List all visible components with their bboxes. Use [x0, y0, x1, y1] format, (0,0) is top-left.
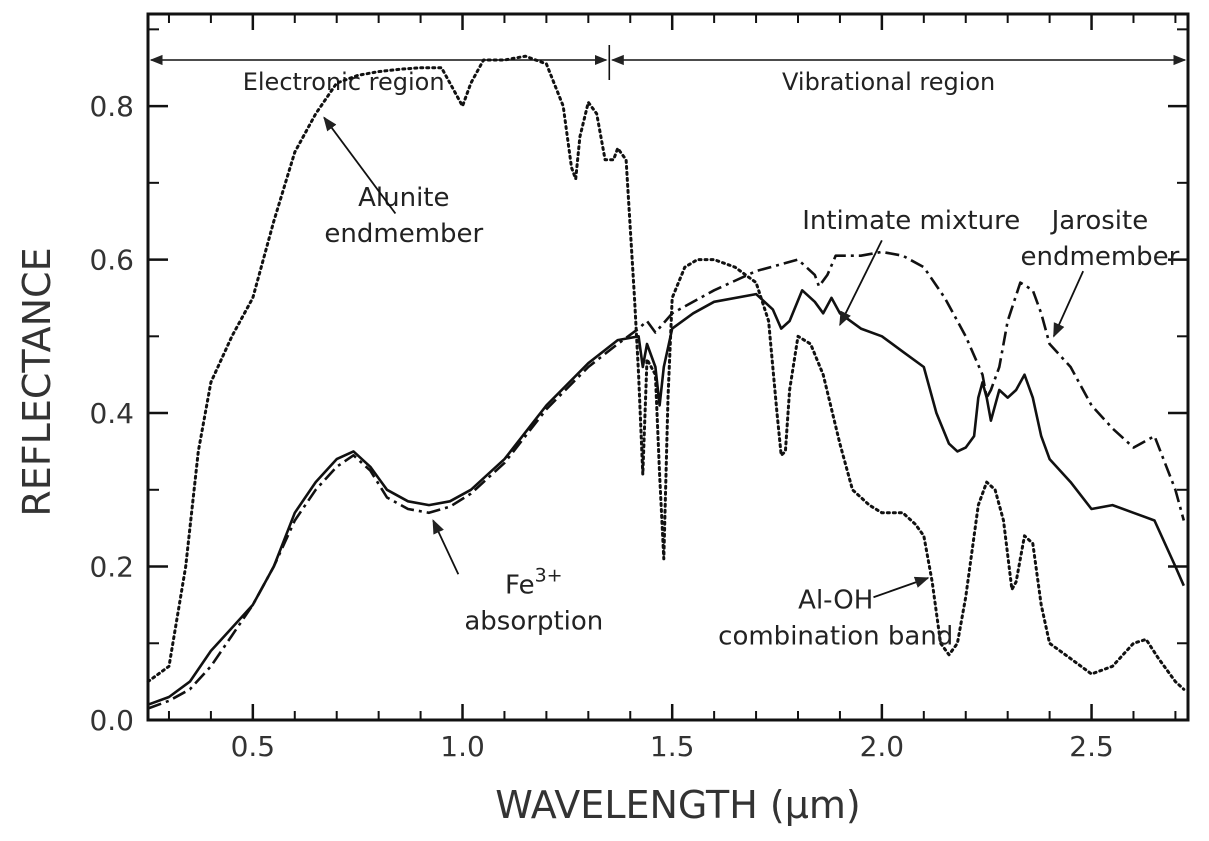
x-tick-label: 1.0	[440, 730, 485, 763]
annotation-text: Al-OH	[798, 586, 873, 616]
series-line-mixture	[147, 289, 1185, 706]
annotation-text: endmember	[1021, 242, 1180, 272]
annotation-arrow	[323, 116, 397, 215]
region-label: Vibrational region	[782, 68, 995, 96]
y-tick-label: 0.2	[89, 551, 134, 584]
annotation-arrow	[1052, 270, 1084, 338]
annotation-arrow	[873, 576, 930, 599]
x-tick-label: 0.5	[231, 730, 276, 763]
x-axis-title: WAVELENGTH (μm)	[495, 783, 860, 827]
y-axis-title: REFLECTANCE	[15, 247, 59, 516]
series-line-alunite	[146, 54, 1186, 691]
annotation-alunite: Alunite endmember	[323, 116, 484, 249]
annotation-text: Jarosite	[1050, 206, 1149, 236]
annotation-mixture: Intimate mixture	[802, 206, 1020, 327]
annotation-jarosite: Jarosite endmember	[1021, 206, 1180, 338]
annotation-text: Alunite	[358, 183, 449, 213]
series-line-jarosite	[147, 250, 1186, 710]
annotation-fe3: Fe3+ absorption	[432, 519, 603, 636]
y-tick-label: 0.6	[89, 244, 134, 277]
x-tick-label: 2.5	[1069, 730, 1114, 763]
region-label: Electronic region	[243, 68, 445, 96]
y-tick-label: 0.4	[89, 397, 134, 430]
x-tick-label: 1.5	[650, 730, 695, 763]
annotation-text: Intimate mixture	[802, 206, 1020, 236]
annotation-arrow	[839, 239, 883, 327]
annotation-text: endmember	[324, 219, 483, 249]
plot-frame	[146, 12, 1190, 722]
y-tick-label: 0.0	[89, 704, 134, 737]
annotation-arrow	[432, 519, 460, 575]
y-tick-label: 0.8	[89, 90, 134, 123]
annotation-aloh: Al-OH combination band	[718, 576, 953, 652]
x-tick-label: 2.0	[860, 730, 905, 763]
annotation-text: combination band	[718, 622, 953, 652]
annotation-text: absorption	[464, 606, 603, 636]
annotation-text: Fe3+	[505, 564, 563, 600]
